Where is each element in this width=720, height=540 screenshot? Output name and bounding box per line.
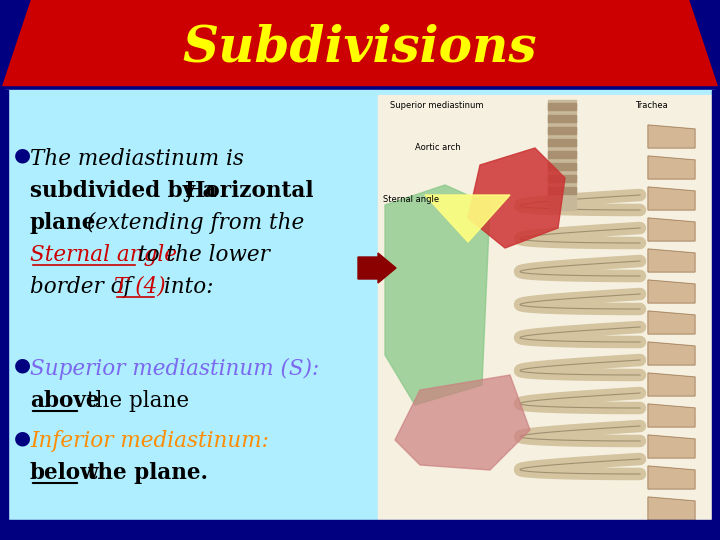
Text: to the lower: to the lower: [138, 244, 270, 266]
Bar: [5, 90, 715, 535]
Text: The mediastinum is: The mediastinum is: [30, 148, 244, 170]
Text: (extending from the: (extending from the: [80, 212, 305, 234]
Bar: [378, 95, 715, 535]
Text: Subdivisions: Subdivisions: [183, 24, 537, 72]
Text: Aortic arch: Aortic arch: [415, 143, 461, 152]
Polygon shape: [0, 0, 30, 90]
Text: into:: into:: [157, 276, 214, 298]
Text: Superior mediastinum: Superior mediastinum: [390, 101, 484, 110]
Text: Sternal angle: Sternal angle: [30, 244, 184, 266]
Bar: [548, 100, 576, 210]
Bar: [712, 90, 720, 540]
Bar: [0, 90, 8, 540]
Text: subdivided by a: subdivided by a: [30, 180, 224, 202]
Polygon shape: [385, 185, 490, 405]
Text: border of: border of: [30, 276, 138, 298]
Bar: [548, 163, 576, 170]
Text: the plane.: the plane.: [80, 462, 208, 484]
Text: Trachea: Trachea: [635, 101, 667, 110]
Text: Inferior mediastinum:: Inferior mediastinum:: [30, 430, 269, 452]
Text: ●: ●: [14, 145, 31, 165]
Text: the plane: the plane: [80, 390, 189, 412]
Text: T (4): T (4): [114, 276, 166, 298]
Bar: [548, 151, 576, 158]
Bar: [548, 103, 576, 110]
Polygon shape: [648, 187, 695, 210]
Polygon shape: [648, 311, 695, 334]
Polygon shape: [648, 373, 695, 396]
Polygon shape: [648, 342, 695, 365]
Polygon shape: [648, 249, 695, 272]
Polygon shape: [648, 218, 695, 241]
Bar: [548, 127, 576, 134]
Polygon shape: [468, 148, 565, 248]
Polygon shape: [648, 435, 695, 458]
Polygon shape: [648, 466, 695, 489]
Polygon shape: [648, 280, 695, 303]
Text: above: above: [30, 390, 99, 412]
Text: Superior mediastinum (S):: Superior mediastinum (S):: [30, 358, 319, 380]
Polygon shape: [648, 125, 695, 148]
Bar: [548, 115, 576, 122]
Text: ●: ●: [14, 355, 31, 375]
Polygon shape: [648, 404, 695, 427]
Text: plane: plane: [30, 212, 96, 234]
Bar: [548, 175, 576, 182]
Bar: [0, 0, 720, 85]
Text: Sternal angle: Sternal angle: [383, 195, 439, 204]
Bar: [0, 520, 720, 540]
Polygon shape: [690, 0, 720, 90]
Polygon shape: [648, 156, 695, 179]
Bar: [548, 139, 576, 146]
Bar: [548, 187, 576, 194]
Text: below: below: [30, 462, 100, 484]
FancyArrow shape: [358, 253, 396, 283]
Polygon shape: [648, 497, 695, 520]
Polygon shape: [425, 195, 510, 242]
Text: ●: ●: [14, 429, 31, 448]
Text: Horizontal: Horizontal: [185, 180, 313, 202]
Polygon shape: [395, 375, 530, 470]
